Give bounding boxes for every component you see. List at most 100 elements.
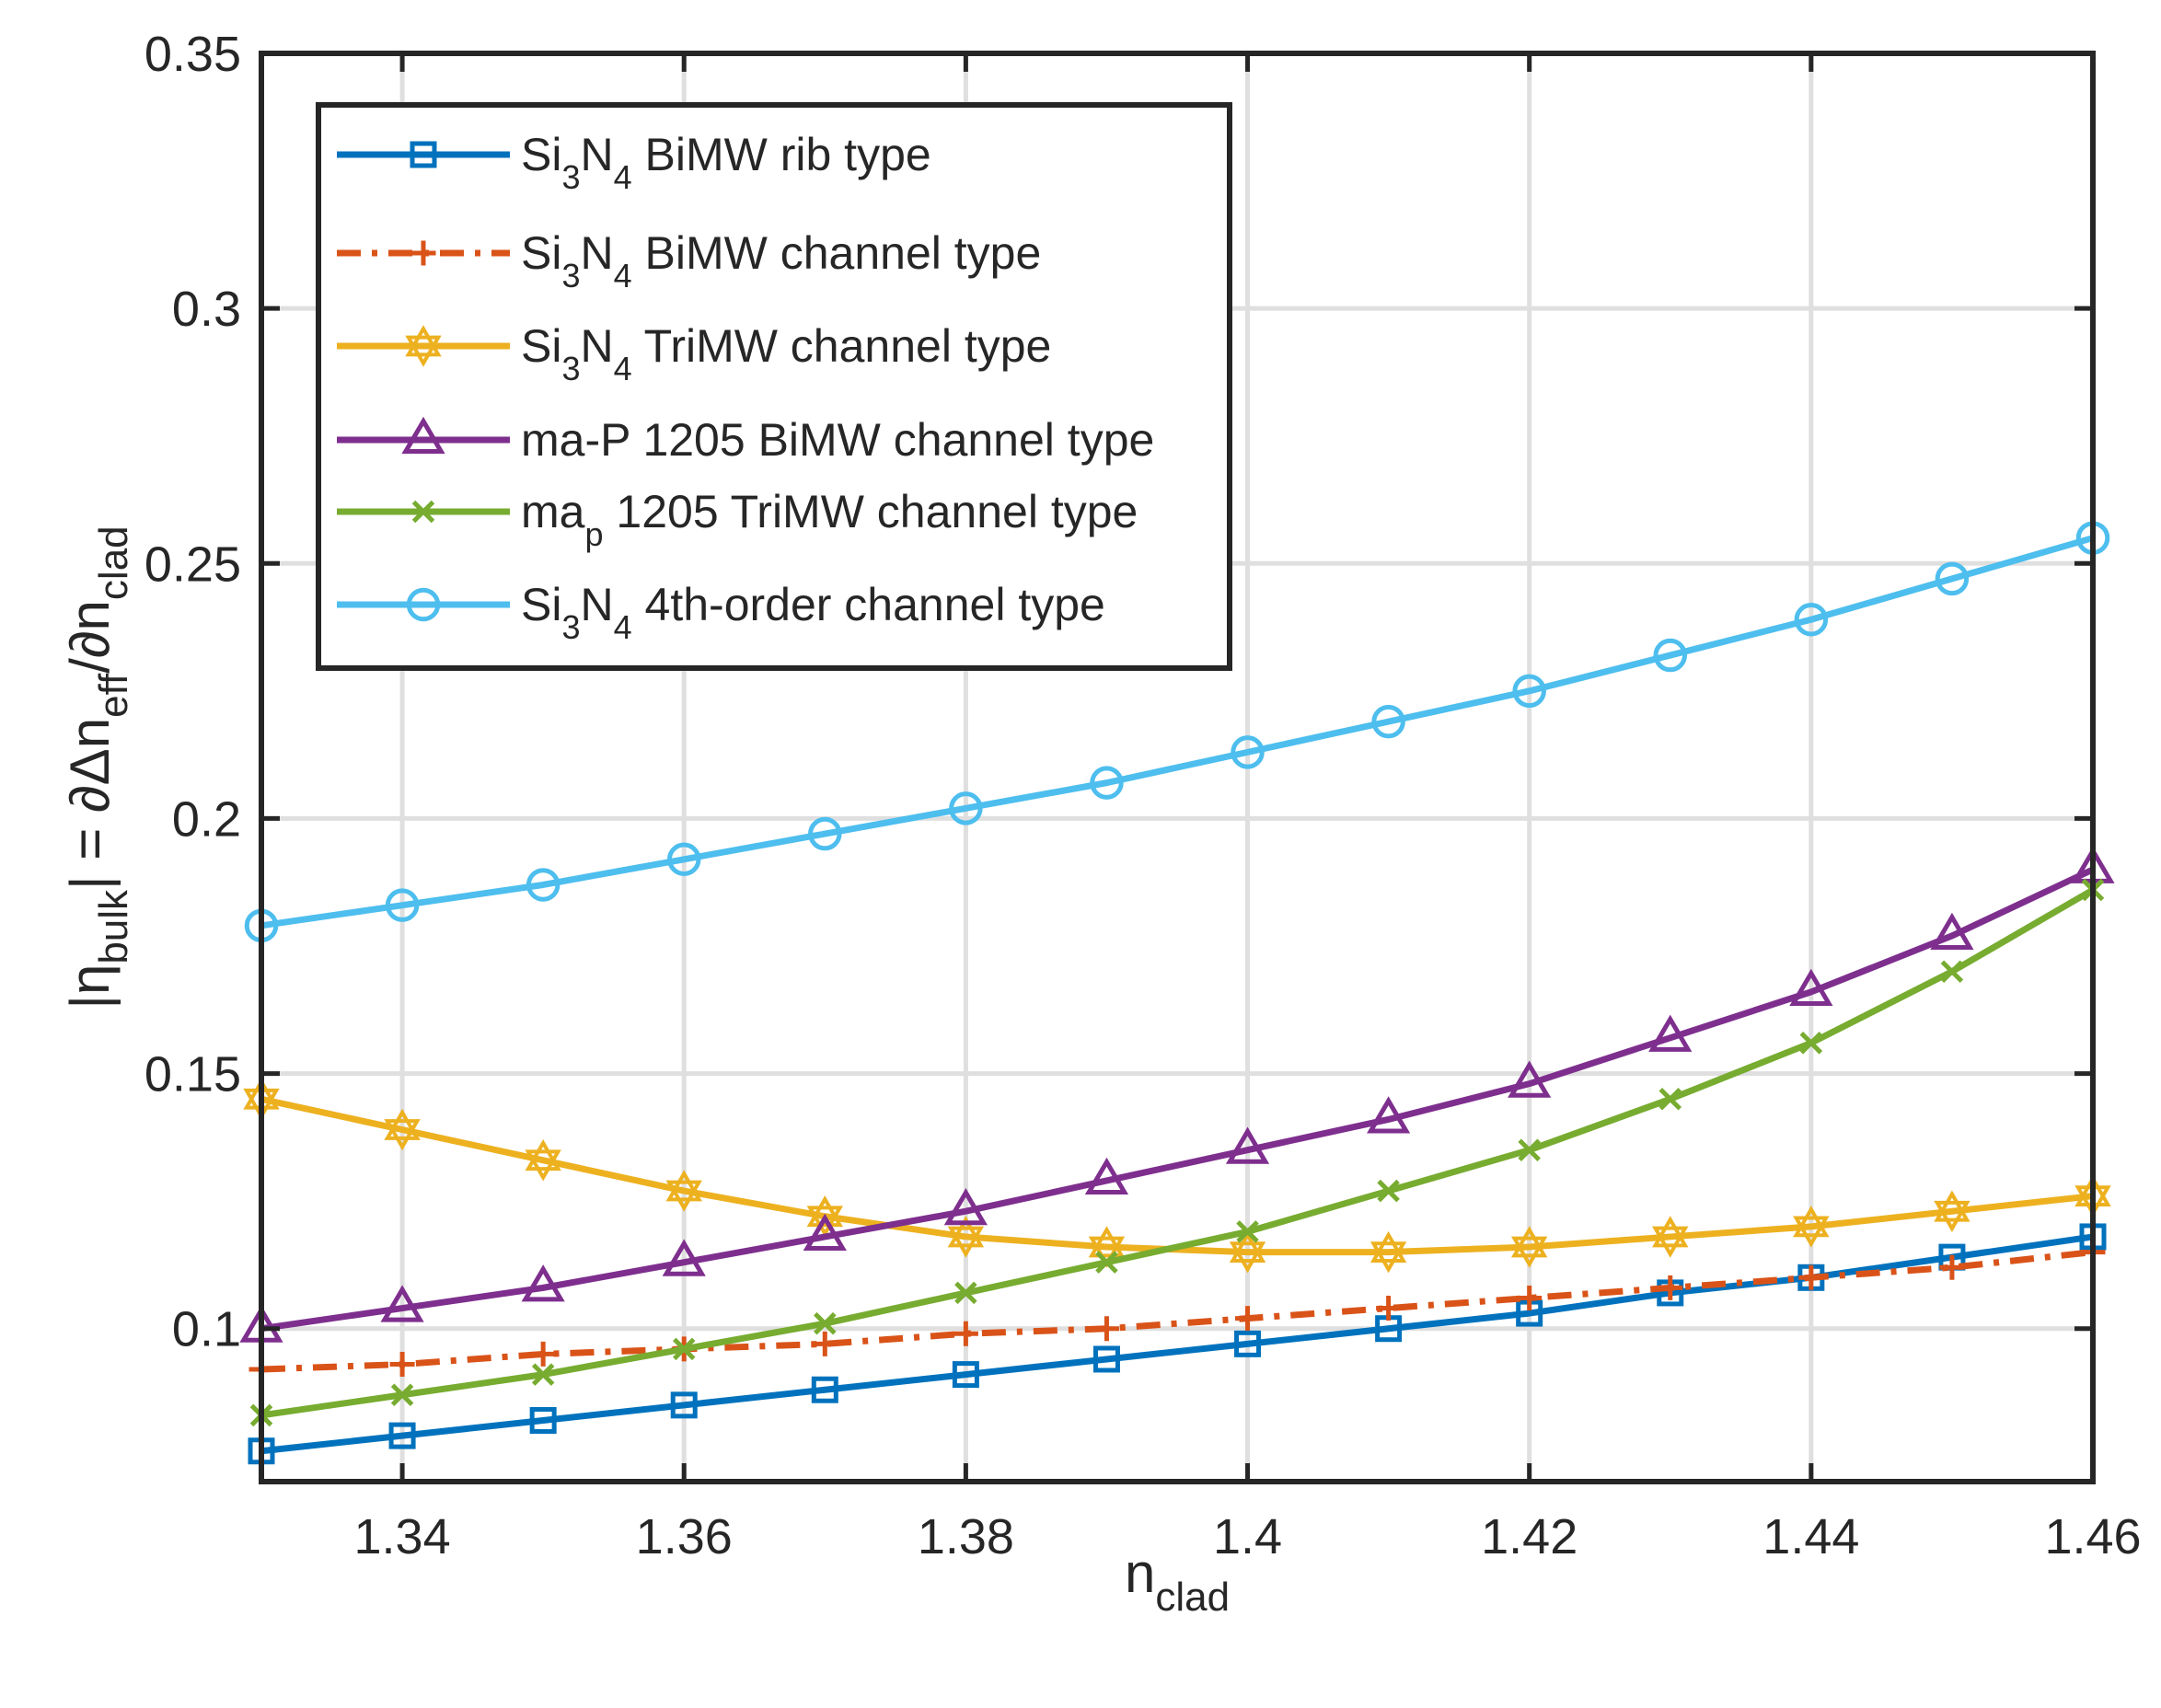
x-tick-label: 1.44 xyxy=(1762,1509,1859,1564)
data-point-hexagram xyxy=(525,1139,561,1182)
data-point-hexagram xyxy=(1652,1216,1689,1258)
legend-label-part: Si xyxy=(521,227,561,279)
legend-label-part: ma-P 1205 BiMW channel type xyxy=(521,414,1154,466)
data-point-triangle xyxy=(943,1188,988,1226)
y-axis-title-part: /∂n xyxy=(59,600,121,674)
data-point-square xyxy=(410,141,437,168)
series-3 xyxy=(239,846,2115,1343)
axis-ticks: 1.34 1.36 1.38 1.4 1.42 1.44 1.46 0.1 0.15 0.2 0.2… xyxy=(144,27,2142,1564)
data-point-hexagram-down xyxy=(1369,1241,1407,1274)
legend-label-subscript: 3 xyxy=(561,608,580,646)
data-point-triangle xyxy=(1367,1096,1411,1134)
x-tick-label: 1.34 xyxy=(354,1509,451,1564)
data-point-plus xyxy=(812,1331,838,1356)
legend-label-subscript: 3 xyxy=(561,158,580,196)
data-point-circle xyxy=(385,888,420,922)
legend-label-part: 1205 TriMW channel type xyxy=(604,486,1138,537)
data-point-hexagram-down xyxy=(1793,1216,1830,1248)
legend-label: ma-P 1205 BiMW channel type xyxy=(521,414,1154,466)
data-point-x xyxy=(1799,1032,1823,1055)
data-point-x xyxy=(531,1363,555,1386)
plot-area-frame xyxy=(259,51,2096,1484)
legend-label-part: N xyxy=(581,227,614,279)
data-point-circle xyxy=(526,868,560,902)
x-axis-label: nclad xyxy=(1125,1542,1230,1620)
legend-label-subscript: 4 xyxy=(614,158,632,196)
data-point-plus xyxy=(530,1341,556,1367)
data-point-hexagram-up xyxy=(1088,1226,1126,1258)
data-point-circle xyxy=(1231,735,1265,769)
data-point-hexagram-up xyxy=(1652,1216,1689,1248)
data-point-circle xyxy=(1512,674,1546,709)
data-point-hexagram xyxy=(1229,1230,1266,1274)
data-point-hexagram-down xyxy=(525,1149,561,1182)
data-point-triangle xyxy=(1789,968,1833,1006)
y-tick-label: 0.2 xyxy=(172,791,241,847)
legend-box xyxy=(316,102,1232,671)
data-point-hexagram-down xyxy=(806,1206,844,1238)
data-point-hexagram xyxy=(1934,1190,1970,1232)
x-axis-title-subscript: clad xyxy=(1155,1575,1230,1620)
data-point-square xyxy=(1092,1345,1120,1373)
y-tick-label: 0.15 xyxy=(144,1047,241,1102)
data-point-hexagram-down xyxy=(1229,1241,1266,1274)
legend-label-subscript: 4 xyxy=(614,608,632,646)
series-line xyxy=(260,535,2094,929)
x-tick-label: 1.46 xyxy=(2044,1509,2141,1564)
data-point-hexagram-up xyxy=(525,1139,561,1171)
data-point-hexagram-down xyxy=(405,335,442,367)
y-tick-label: 0.25 xyxy=(144,537,241,592)
data-point-plus xyxy=(1939,1254,1965,1280)
data-point-triangle xyxy=(662,1239,706,1276)
x-axis-title: nclad xyxy=(1125,1542,1230,1620)
data-point-hexagram-down xyxy=(947,1226,985,1258)
legend-label: Si3N4 TriMW channel type xyxy=(521,320,1051,387)
data-point-hexagram xyxy=(665,1170,702,1212)
data-point-circle xyxy=(1653,638,1688,673)
data-point-hexagram-down xyxy=(1934,1200,1970,1232)
series-line xyxy=(260,1233,2094,1455)
series-line xyxy=(260,866,2095,1333)
data-point-circle xyxy=(666,842,701,877)
data-point-plus xyxy=(1376,1296,1402,1321)
legend-label-part: 4th-order channel type xyxy=(632,579,1105,630)
data-point-hexagram-up xyxy=(1934,1190,1970,1222)
data-point-hexagram xyxy=(806,1195,844,1238)
y-axis-title-subscript: eff xyxy=(91,673,136,718)
x-axis-title-main: n xyxy=(1125,1542,1155,1604)
data-point-hexagram-down xyxy=(384,1119,421,1151)
data-point-x xyxy=(814,1311,837,1335)
data-point-circle xyxy=(1090,766,1124,800)
data-point-hexagram xyxy=(405,325,442,367)
data-point-plus xyxy=(1658,1275,1683,1300)
data-point-hexagram-up xyxy=(405,325,442,357)
data-point-hexagram-up xyxy=(1229,1230,1266,1263)
y-axis-title: |ηbulk| = ∂Δneff/∂nclad xyxy=(59,525,136,1009)
legend-label: Si3N4 BiMW channel type xyxy=(521,227,1041,294)
data-point-triangle xyxy=(1648,1014,1693,1052)
data-point-hexagram xyxy=(947,1216,985,1258)
data-point-hexagram-down xyxy=(665,1180,702,1212)
data-point-hexagram-up xyxy=(1369,1230,1407,1263)
series-layer xyxy=(239,521,2115,1465)
data-point-square xyxy=(529,1406,557,1434)
data-point-x xyxy=(1658,1088,1682,1111)
data-point-hexagram-down xyxy=(1088,1236,1126,1268)
data-point-hexagram-down xyxy=(1510,1236,1548,1268)
legend-label-subscript: 4 xyxy=(614,350,632,387)
legend-label-subscript: p xyxy=(584,515,603,553)
data-point-hexagram-up xyxy=(384,1108,421,1140)
data-point-x xyxy=(1236,1220,1259,1243)
legend-label-subscript: 3 xyxy=(561,350,580,387)
series-1 xyxy=(248,1240,2106,1382)
data-point-plus xyxy=(1517,1285,1543,1310)
data-point-circle xyxy=(949,791,983,825)
data-point-hexagram-up xyxy=(947,1216,985,1248)
legend-label: Si3N4 BiMW rib type xyxy=(521,129,931,196)
data-point-hexagram-up xyxy=(806,1195,844,1228)
y-tick-label: 0.3 xyxy=(172,282,241,337)
legend-label-part: N xyxy=(581,320,614,372)
legend-entry: ma-P 1205 BiMW channel type xyxy=(337,414,1154,466)
series-line xyxy=(260,887,2095,1419)
